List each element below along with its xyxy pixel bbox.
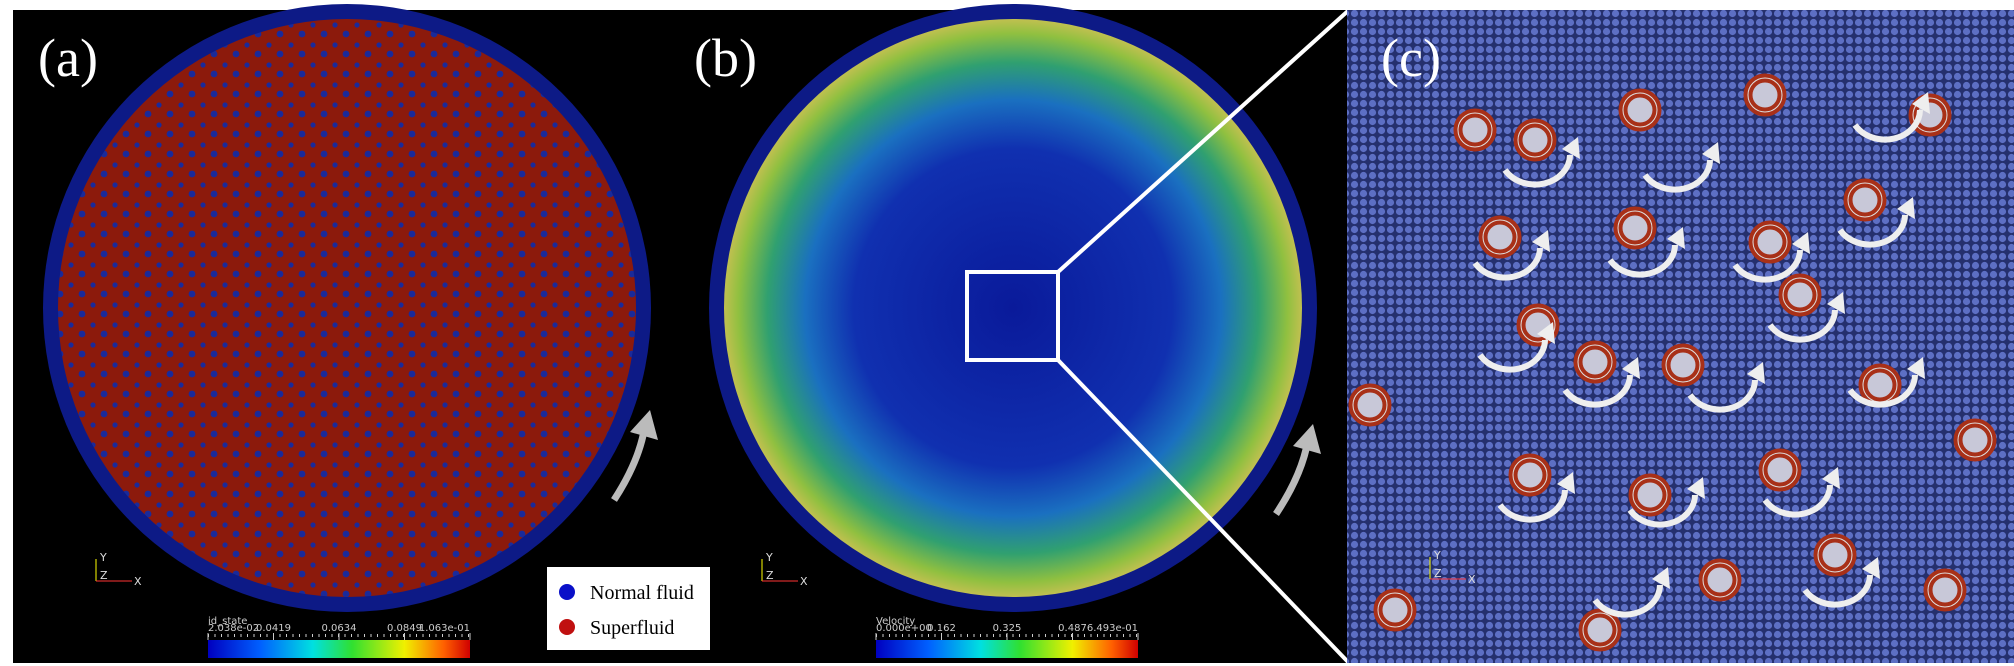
colorbar-tick-label: 2.038e-02 <box>208 623 259 634</box>
colorbar-tick-label: 0.325 <box>993 623 1022 634</box>
legend-label: Superfluid <box>590 617 674 639</box>
legend-box <box>547 567 710 650</box>
zoom-line <box>1056 358 1351 665</box>
triad-label: Z <box>100 569 108 582</box>
rotation-arrowhead <box>630 410 658 440</box>
zoom-line <box>1056 8 1351 274</box>
legend-label: Normal fluid <box>590 582 694 604</box>
axes-triad: Y Z X <box>95 551 142 588</box>
triad-label: X <box>134 575 142 588</box>
colorbar-tick-label: 0.162 <box>927 623 956 634</box>
panel-label: (b) <box>694 28 757 88</box>
colorbar-tick-label: 6.493e-01 <box>1087 623 1138 634</box>
triad-label: X <box>1468 573 1476 586</box>
panel-label: (c) <box>1381 28 1441 88</box>
triad-label: Y <box>765 551 773 564</box>
colorbar-gradient <box>208 640 470 658</box>
colorbar-title: id_state <box>208 616 247 627</box>
axes-triad: Y Z X <box>761 551 808 588</box>
triad-label: Z <box>1434 567 1442 580</box>
colorbar-title: Velocity <box>876 616 915 627</box>
triad-label: Z <box>766 569 774 582</box>
colorbar-tick-label: 0.0849 <box>387 623 422 634</box>
colorbar-tick-label: 0.0634 <box>322 623 357 634</box>
velocity-disc <box>724 19 1302 597</box>
zoom-box <box>965 270 1060 362</box>
legend-swatch <box>559 619 575 635</box>
colorbar-tick-label: 0.000e+00 <box>876 623 932 634</box>
triad-label: Y <box>1433 549 1441 562</box>
disc-superfluid <box>58 19 636 597</box>
colorbar-tick-label: 0.0419 <box>256 623 291 634</box>
triad-label: X <box>800 575 808 588</box>
axes-triad: Y Z X <box>1429 549 1476 586</box>
triad-label: Y <box>99 551 107 564</box>
colorbar-gradient <box>876 640 1138 658</box>
panel-label: (a) <box>38 28 98 88</box>
legend-swatch <box>559 584 575 600</box>
colorbar-tick-label: 1.063e-01 <box>419 623 470 634</box>
colorbar-tick-label: 0.487 <box>1058 623 1087 634</box>
rotation-arrowhead <box>1293 424 1321 454</box>
